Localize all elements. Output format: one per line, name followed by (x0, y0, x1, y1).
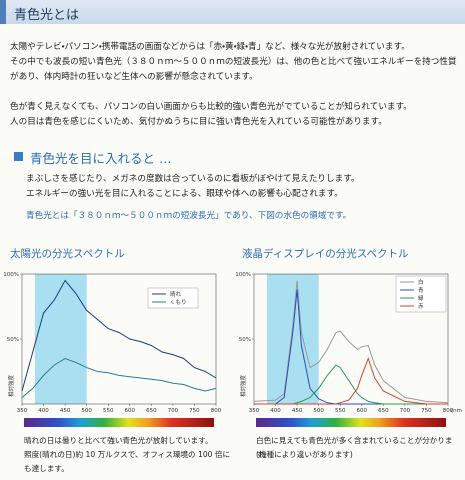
paragraph: 人の目は青色を感じにくいため、気付かぬうちに目に強い青色光を入れている可能性があ… (10, 117, 387, 127)
spectrum-bar (256, 418, 446, 427)
x-tick-label: 400 (270, 408, 281, 414)
paragraph: その中でも波長の短い青色光（３８０ｎｍ～５００ｎｍの短波長光）は、他の色と比べて… (10, 57, 457, 82)
chart-title: 液晶ディスプレイの分光スペクトル (242, 248, 409, 260)
section-title: 青色光を目に入れると … (30, 151, 172, 166)
x-tick-label: 350 (17, 408, 28, 414)
series-line (21, 279, 217, 392)
y-tick-label: 100% (236, 272, 251, 278)
y-tick-label: 100% (4, 272, 19, 278)
legend-label: 緑 (418, 294, 424, 302)
legend-label: 赤 (418, 302, 424, 310)
paragraph: 太陽やテレビ・パソコン・携帯電話の画面などからは「赤・黄・緑・青」など、様々な光… (10, 42, 410, 52)
x-tick-label: 500 (81, 408, 92, 414)
y-axis-label: 相対強度 (239, 375, 247, 398)
blue-light-region (266, 274, 319, 404)
section-text: エネルギーの強い光を目に入れることによる、眼球や体への影響も心配されます。 (26, 189, 343, 199)
x-tick-label: 550 (335, 408, 346, 414)
x-unit: (nm) (451, 408, 462, 414)
paragraph: 色が青く見えなくても、パソコンの白い画面からも比較的強い青色光がでていることが知… (10, 102, 412, 112)
section-note: 青色光とは「３８０ｎｍ～５００ｎｍの短波長光」であり、下図の水色の領域です。 (26, 211, 352, 221)
x-tick-label: 750 (189, 408, 200, 414)
blue-light-region (34, 274, 87, 404)
header-title: 青色光とは (14, 8, 80, 23)
y-axis-label: 相対強度 (7, 375, 15, 398)
caption: 白色に見えても青色光が多く含まれていることが分かります。 (256, 436, 453, 459)
x-tick-label: 800 (443, 408, 454, 414)
x-tick-label: 450 (60, 408, 71, 414)
x-tick-label: 600 (125, 408, 136, 414)
chart-title: 太陽光の分光スペクトル (10, 248, 125, 260)
series-line (254, 357, 448, 405)
y-tick-label: 50% (239, 337, 251, 343)
series-line (21, 357, 217, 398)
x-tick-label: 500 (313, 408, 324, 414)
x-tick-label: 600 (357, 408, 368, 414)
caption: 晴れの日は曇りと比べて強い青色光が放射しています。 (24, 436, 213, 445)
header-accent (0, 0, 6, 24)
y-tick-label: 50% (7, 337, 19, 343)
x-tick-label: 650 (378, 408, 389, 414)
series-line (253, 280, 449, 404)
spectrum-bar (24, 418, 214, 427)
section-icon (14, 152, 23, 161)
chart: 350 400 450 500 550 600 650 700 750 800 50% 100% 相対強… (4, 272, 222, 414)
x-tick-label: 400 (38, 408, 49, 414)
x-tick-label: 700 (400, 408, 411, 414)
x-tick-label: 800 (211, 408, 222, 414)
x-tick-label: 450 (292, 408, 303, 414)
chart: 350 400 450 500 550 600 650 700 750 800(nm) 50% 100… (236, 272, 462, 414)
legend-label: 青 (418, 286, 424, 294)
x-tick-label: 650 (146, 408, 157, 414)
caption: (機種により違いがあります) (256, 450, 353, 459)
section-text: まぶしさを感じたり、メガネの度数は合っているのに看板がぼやけて見えたりします。 (26, 174, 360, 184)
legend-label: くもり (170, 299, 187, 306)
x-tick-label: 550 (103, 408, 114, 414)
legend-box (147, 287, 199, 309)
caption: 照度(晴れの日)約 10 万ルクスで、オフィス環境の 100 倍にも達します。 (24, 450, 231, 473)
legend-label: 晴れ (170, 290, 182, 298)
x-tick-label: 750 (421, 408, 432, 414)
legend-label: 白 (418, 278, 424, 286)
x-tick-label: 350 (249, 408, 260, 414)
x-tick-label: 700 (168, 408, 179, 414)
header-bar (0, 0, 465, 24)
